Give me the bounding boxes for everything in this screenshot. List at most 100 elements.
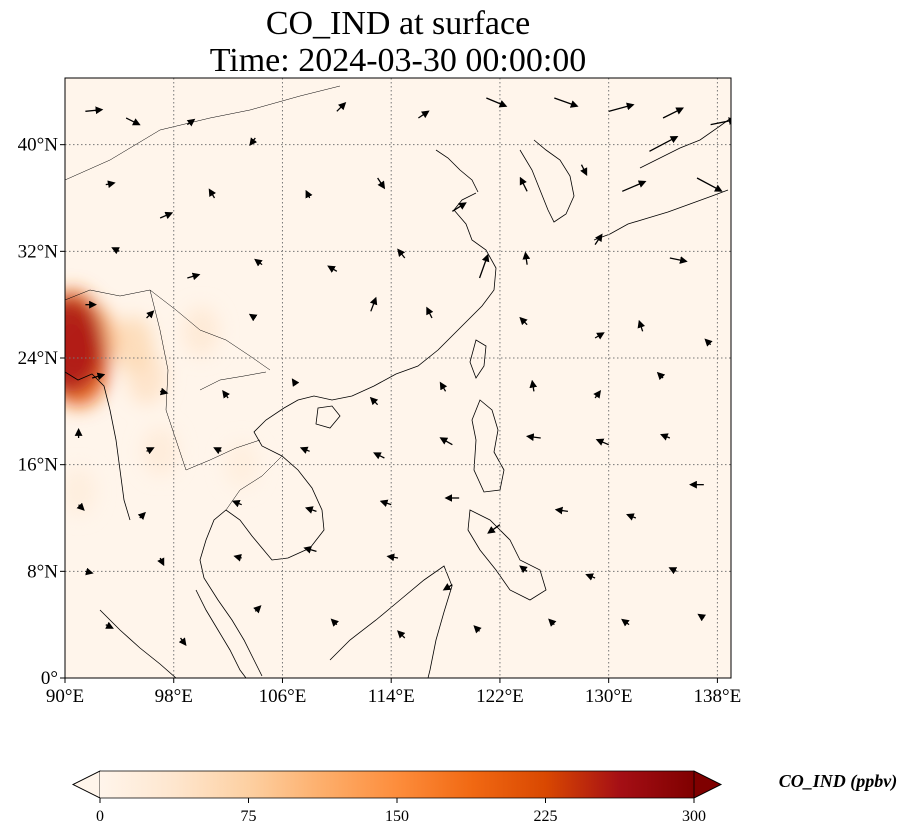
wind-arrow (522, 251, 531, 265)
wind-arrow (525, 433, 541, 441)
wind-arrow (373, 452, 385, 460)
y-tick-label: 40°N (18, 135, 59, 156)
wind-arrow (696, 177, 723, 192)
colorbar-extend-min (72, 770, 101, 799)
wind-arrow (439, 437, 453, 446)
coastline-bay-of-bengal (65, 371, 131, 521)
wind-arrow (529, 379, 538, 392)
wind-arrow (159, 387, 169, 396)
wind-arrow (186, 118, 196, 127)
wind-arrow (253, 605, 262, 614)
wind-vectors (74, 97, 731, 646)
wind-arrow (473, 625, 482, 634)
gridlines (65, 78, 731, 678)
wind-arrow (137, 511, 146, 521)
wind-arrow (249, 137, 258, 146)
y-tick-label: 32°N (18, 241, 59, 262)
wind-arrow (697, 613, 707, 622)
wind-arrow (656, 371, 666, 381)
y-tick-label: 8°N (27, 561, 58, 582)
wind-arrow (213, 447, 222, 455)
wind-arrow (291, 378, 300, 387)
concentration-hotspot (65, 295, 105, 394)
wind-arrow (105, 180, 116, 189)
wind-arrow (248, 313, 258, 322)
wind-arrow (554, 506, 568, 515)
wind-arrow (418, 110, 430, 119)
wind-arrow (157, 557, 165, 567)
wind-arrow (554, 97, 579, 108)
wind-arrow (669, 256, 688, 264)
wind-arrow (386, 553, 399, 562)
wind-arrow (580, 164, 588, 177)
concentration-hotspot (142, 426, 179, 476)
colorbar-tick-label: 0 (96, 808, 104, 825)
colorbar-extend-max (693, 770, 722, 799)
colorbar-tick-label: 150 (385, 808, 409, 825)
wind-arrow (426, 306, 434, 319)
wind-arrow (85, 567, 94, 576)
wind-arrow (649, 136, 679, 152)
wind-arrow (92, 372, 106, 381)
wind-arrow (442, 583, 453, 591)
coastline-mainland (199, 192, 497, 677)
wind-arrow (594, 332, 605, 340)
colorbar-tick-label: 75 (241, 808, 257, 825)
wind-arrow (303, 545, 317, 554)
chart-title-line1: CO_IND at surface (266, 5, 530, 42)
wind-arrow (487, 524, 501, 534)
wind-arrow (330, 618, 339, 627)
coastline-bohai (435, 149, 479, 193)
wind-arrow (608, 102, 635, 112)
map-frame (64, 77, 732, 679)
y-tick-label: 0° (41, 668, 58, 689)
colorbar: 0 75 150 225 300 CO_IND (ppbv) (72, 770, 898, 825)
x-tick-label: 98°E (155, 686, 193, 707)
wind-arrow (305, 189, 313, 199)
coastline-korea (519, 139, 575, 223)
wind-arrow (178, 637, 187, 646)
x-tick-label: 106°E (259, 686, 307, 707)
wind-arrow (439, 381, 448, 392)
colorbar-label: CO_IND (ppbv) (779, 771, 898, 792)
wind-arrow (519, 565, 528, 574)
wind-arrow (668, 567, 678, 575)
wind-arrow (159, 211, 174, 220)
coastline-malay-peninsula (195, 589, 247, 678)
coastline-japan (593, 117, 731, 241)
y-axis-ticks: 0° 8°N 16°N 24°N 32°N 40°N (18, 135, 65, 689)
wind-arrow (105, 621, 114, 629)
wind-arrow (452, 202, 467, 212)
wind-arrow (377, 177, 386, 190)
wind-arrow (327, 265, 338, 273)
wind-arrow (637, 319, 646, 332)
x-tick-label: 90°E (46, 686, 84, 707)
wind-arrow (662, 107, 684, 119)
colorbar-tick-label: 225 (534, 808, 558, 825)
concentration-hotspot (182, 306, 220, 357)
wind-arrow (486, 97, 508, 108)
wind-arrow (187, 272, 201, 281)
wind-arrow (593, 390, 602, 399)
wind-arrow (379, 499, 392, 508)
wind-arrow (369, 296, 378, 312)
concentration-hotspot (65, 467, 97, 516)
coastline-hainan (315, 405, 341, 429)
map-background (65, 78, 731, 678)
x-tick-label: 122°E (476, 686, 524, 707)
colorbar-body (100, 771, 694, 798)
colorbar-ticks: 0 75 150 225 300 (96, 798, 706, 825)
coastline-taiwan (469, 339, 487, 379)
wind-arrow (208, 188, 217, 199)
x-axis-ticks: 90°E 98°E 106°E 114°E 122°E 130°E 138°E (46, 678, 741, 707)
wind-arrow (85, 106, 104, 115)
wind-arrow (111, 247, 120, 255)
wind-arrow (299, 446, 310, 454)
wind-arrow (222, 390, 230, 399)
wind-arrow (146, 310, 155, 319)
coastline-borneo (329, 565, 453, 678)
wind-arrow (125, 117, 141, 126)
x-tick-label: 114°E (368, 686, 415, 707)
y-tick-label: 24°N (18, 348, 59, 369)
